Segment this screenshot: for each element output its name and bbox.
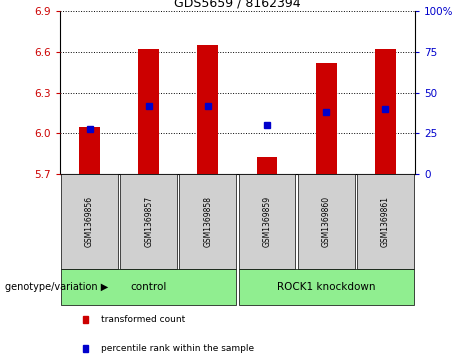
- FancyBboxPatch shape: [357, 174, 414, 269]
- Bar: [375, 49, 396, 174]
- FancyBboxPatch shape: [61, 269, 236, 305]
- Text: GSM1369858: GSM1369858: [203, 196, 213, 247]
- Text: percentile rank within the sample: percentile rank within the sample: [101, 344, 254, 353]
- FancyBboxPatch shape: [239, 174, 296, 269]
- Text: GSM1369856: GSM1369856: [85, 196, 94, 247]
- Text: genotype/variation ▶: genotype/variation ▶: [5, 282, 108, 292]
- FancyBboxPatch shape: [61, 174, 118, 269]
- Title: GDS5659 / 8162394: GDS5659 / 8162394: [174, 0, 301, 10]
- Text: ROCK1 knockdown: ROCK1 knockdown: [277, 282, 375, 292]
- Text: transformed count: transformed count: [101, 315, 186, 324]
- Text: GSM1369860: GSM1369860: [322, 196, 331, 247]
- Text: control: control: [130, 282, 167, 292]
- FancyBboxPatch shape: [298, 174, 355, 269]
- Text: GSM1369861: GSM1369861: [381, 196, 390, 247]
- FancyBboxPatch shape: [179, 174, 236, 269]
- Bar: [79, 127, 100, 174]
- Bar: [138, 49, 159, 174]
- FancyBboxPatch shape: [120, 174, 177, 269]
- FancyBboxPatch shape: [239, 269, 414, 305]
- Text: GSM1369857: GSM1369857: [144, 196, 153, 247]
- Bar: [257, 156, 278, 174]
- Text: GSM1369859: GSM1369859: [262, 196, 272, 247]
- Bar: [316, 63, 337, 174]
- Bar: [197, 45, 218, 174]
